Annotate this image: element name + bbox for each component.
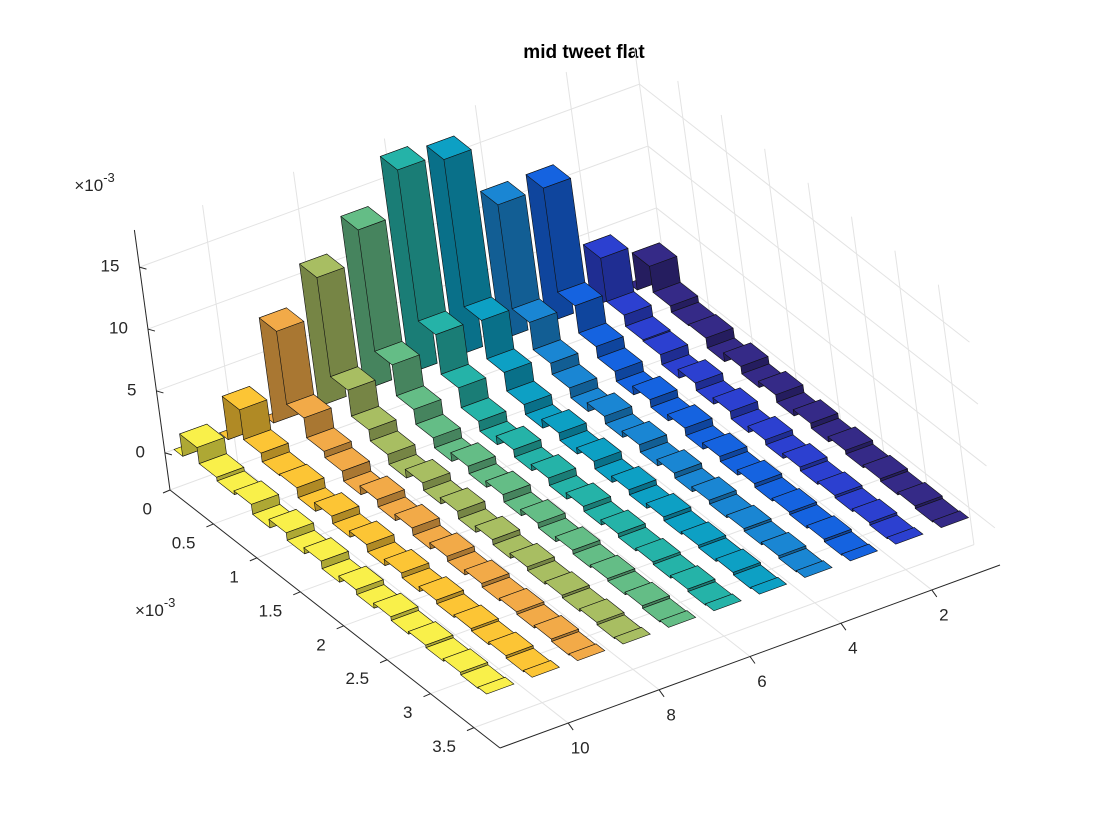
grid-line: [720, 114, 758, 375]
x-tick: [336, 625, 344, 630]
exponent-power: -3: [164, 595, 176, 610]
exponent-base: ×10: [74, 176, 103, 195]
y-tick-label: 4: [848, 639, 857, 658]
grid-line: [510, 364, 842, 624]
grid-line: [639, 83, 970, 343]
grid-line: [237, 464, 569, 724]
grid-line: [647, 145, 979, 405]
x-tick: [249, 557, 258, 562]
ribbon-step: [613, 626, 651, 645]
y-tick-label: 8: [666, 705, 675, 724]
x-tick-label: 1: [229, 567, 238, 586]
ribbon-step: [931, 510, 970, 528]
x-tick-label: 1.5: [259, 601, 283, 620]
ribbon-step: [568, 643, 606, 662]
z-tick-label: 15: [101, 257, 120, 276]
exponent-base: ×10: [135, 601, 164, 620]
ribbon-step: [750, 577, 788, 595]
x-tick-label: 3.5: [432, 737, 456, 756]
x-tick-label: 3: [403, 703, 412, 722]
grid-line: [328, 431, 660, 691]
y-tick: [749, 656, 756, 664]
x-tick-label: 2: [316, 635, 325, 654]
ribbon-step: [522, 660, 561, 678]
x-tick: [162, 489, 171, 494]
grid-line: [601, 331, 933, 591]
x-tick: [466, 727, 475, 732]
grid-line: [677, 80, 714, 342]
ribbon-step: [886, 527, 924, 545]
ribbon-step: [704, 593, 742, 612]
grid-line: [850, 216, 888, 477]
y-tick: [567, 722, 574, 731]
z_exponent-exponent: ×10-3: [74, 170, 114, 195]
x-axis: [169, 489, 501, 749]
z-tick: [164, 452, 173, 456]
y-tick: [840, 622, 847, 631]
z-tick: [139, 266, 147, 270]
ribbon-step: [795, 560, 833, 578]
ribbon-step: [840, 543, 879, 562]
x-tick: [423, 693, 431, 698]
z-tick: [156, 390, 164, 394]
ribbon-step: [477, 676, 515, 695]
y-tick-label: 2: [939, 605, 948, 624]
x-tick: [379, 659, 388, 664]
x-tick: [293, 591, 301, 596]
ribbon-step: [659, 610, 697, 628]
z-tick-label: 5: [127, 380, 136, 399]
chart-title: mid tweet flat: [523, 42, 645, 63]
y-tick-label: 6: [757, 672, 766, 691]
z-tick-label: 0: [135, 442, 144, 461]
x-tick-label: 2.5: [345, 669, 369, 688]
grid-line: [937, 284, 975, 545]
exponent-power: -3: [103, 170, 115, 185]
z-axis: [133, 229, 171, 491]
grid-line: [894, 250, 932, 511]
grid-line: [764, 148, 801, 409]
z-tick: [147, 328, 156, 332]
x-tick-label: 0: [143, 499, 152, 518]
x-tick-label: 0.5: [172, 533, 196, 552]
grid-line: [419, 398, 751, 657]
y-tick: [658, 689, 665, 698]
grid-line: [664, 269, 996, 529]
z-tick-label: 10: [109, 319, 128, 338]
x-tick: [206, 523, 214, 528]
grid-line: [807, 182, 845, 443]
x_exponent-exponent: ×10-3: [135, 595, 175, 620]
y-tick-label: 10: [571, 739, 590, 758]
grid-line: [656, 207, 987, 467]
y-tick: [931, 589, 938, 598]
